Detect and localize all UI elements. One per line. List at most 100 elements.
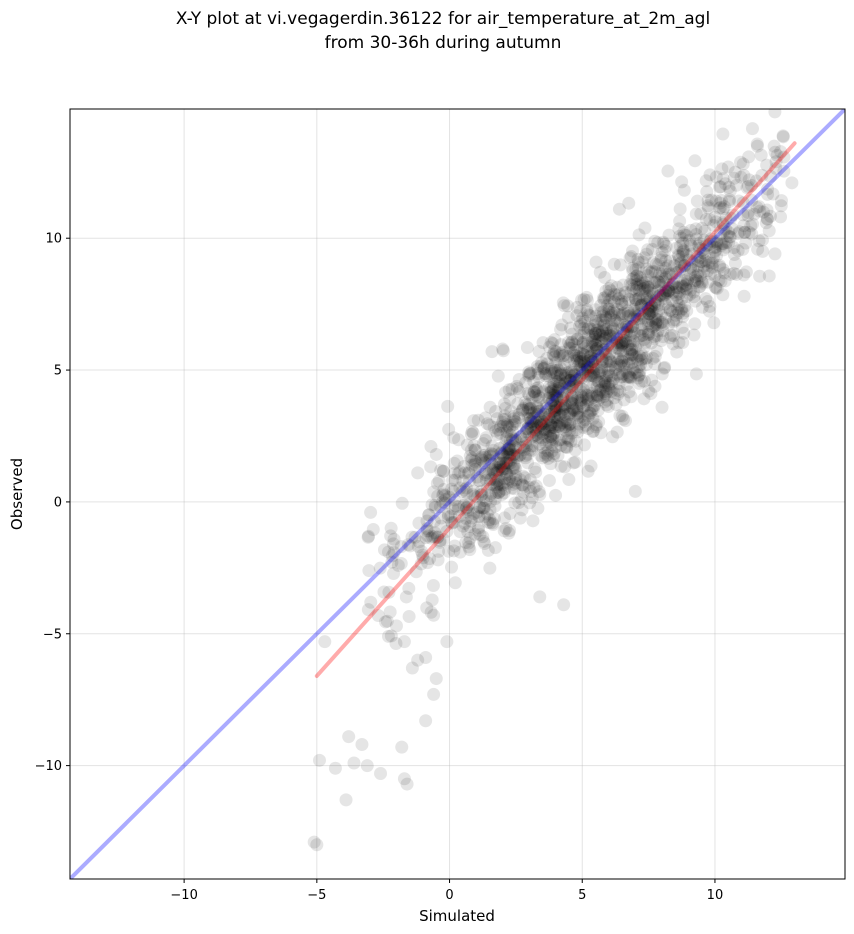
data-point xyxy=(697,264,711,278)
data-point xyxy=(460,495,474,509)
data-point xyxy=(513,430,527,444)
data-point xyxy=(500,455,514,469)
data-point xyxy=(544,384,558,398)
x-tick-label: 5 xyxy=(578,888,586,903)
data-point xyxy=(494,452,508,466)
data-point xyxy=(667,329,681,343)
data-point xyxy=(570,354,584,368)
data-point xyxy=(574,388,588,402)
data-point xyxy=(473,528,487,542)
data-point xyxy=(531,431,545,445)
data-point xyxy=(593,365,607,379)
data-point xyxy=(535,419,549,433)
x-tick-label: 0 xyxy=(445,888,453,903)
data-point xyxy=(558,414,572,428)
data-point xyxy=(601,288,615,302)
data-point xyxy=(522,388,536,402)
data-point xyxy=(553,373,567,387)
data-point xyxy=(636,324,650,338)
data-point xyxy=(312,753,326,767)
data-point xyxy=(655,367,669,381)
data-point xyxy=(497,456,511,470)
data-point xyxy=(573,394,587,408)
data-point xyxy=(712,273,726,287)
data-point xyxy=(590,323,604,337)
data-point xyxy=(564,389,578,403)
data-point xyxy=(595,375,609,389)
data-point xyxy=(535,414,549,428)
data-point xyxy=(601,363,615,377)
data-point xyxy=(572,417,586,431)
data-point xyxy=(500,442,514,456)
data-point xyxy=(624,285,638,299)
data-point xyxy=(474,488,488,502)
data-point xyxy=(487,512,501,526)
data-point xyxy=(486,518,500,532)
data-point xyxy=(545,420,559,434)
data-point xyxy=(768,145,782,159)
data-point xyxy=(547,348,561,362)
data-point xyxy=(635,374,649,388)
data-point xyxy=(500,430,514,444)
data-point xyxy=(688,276,702,290)
data-point xyxy=(467,439,481,453)
data-point xyxy=(447,493,461,507)
data-point xyxy=(546,337,560,351)
data-point xyxy=(604,385,618,399)
data-point xyxy=(599,337,613,351)
data-point xyxy=(658,261,672,275)
data-point xyxy=(692,239,706,253)
data-point xyxy=(654,278,668,292)
data-point xyxy=(523,367,537,381)
data-point xyxy=(575,363,589,377)
data-point xyxy=(637,332,651,346)
data-point xyxy=(540,397,554,411)
data-point xyxy=(623,308,637,322)
data-point xyxy=(632,360,646,374)
data-point xyxy=(531,367,545,381)
data-point xyxy=(617,393,631,407)
data-point xyxy=(414,557,428,571)
data-point xyxy=(512,385,526,399)
data-point xyxy=(506,434,520,448)
data-point xyxy=(534,418,548,432)
data-point xyxy=(565,390,579,404)
data-point xyxy=(642,327,656,341)
data-point xyxy=(609,397,623,411)
data-point xyxy=(606,322,620,336)
data-point xyxy=(534,431,548,445)
data-point xyxy=(562,377,576,391)
data-point xyxy=(571,425,585,439)
data-point xyxy=(762,269,776,283)
data-point xyxy=(652,275,666,289)
data-point xyxy=(561,310,575,324)
data-point xyxy=(621,306,635,320)
data-point xyxy=(571,372,585,386)
data-point xyxy=(631,252,645,266)
data-point xyxy=(540,401,554,415)
data-point xyxy=(511,397,525,411)
data-point xyxy=(672,306,686,320)
data-point xyxy=(557,598,571,612)
data-point xyxy=(525,407,539,421)
data-point xyxy=(648,312,662,326)
data-point xyxy=(612,357,626,371)
data-point xyxy=(571,406,585,420)
data-point xyxy=(563,406,577,420)
data-point xyxy=(628,484,642,498)
data-point xyxy=(555,385,569,399)
data-point xyxy=(621,356,635,370)
data-point xyxy=(364,595,378,609)
data-point xyxy=(709,194,723,208)
data-point xyxy=(347,756,361,770)
data-point xyxy=(471,521,485,535)
data-point xyxy=(389,619,403,633)
data-point xyxy=(689,207,703,221)
data-point xyxy=(537,423,551,437)
data-point xyxy=(648,297,662,311)
data-point xyxy=(636,276,650,290)
data-point xyxy=(683,287,697,301)
data-point xyxy=(491,473,505,487)
data-point xyxy=(483,513,497,527)
data-point xyxy=(605,341,619,355)
